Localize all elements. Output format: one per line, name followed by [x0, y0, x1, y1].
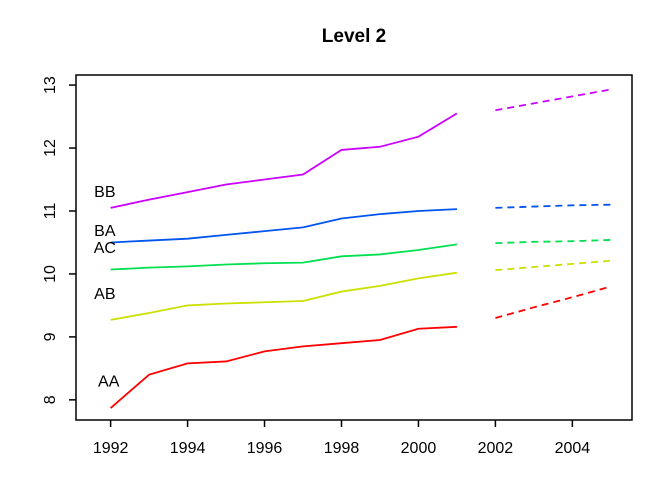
x-tick-label: 1994	[170, 440, 206, 457]
x-tick-label: 1998	[324, 440, 360, 457]
x-tick-label: 2000	[401, 440, 437, 457]
y-tick-label: 11	[42, 203, 59, 220]
series-line-bb	[110, 112, 458, 209]
series-label-ba: BA	[94, 223, 116, 240]
series-forecast-line-ba	[495, 203, 611, 209]
x-tick-label: 2004	[555, 440, 591, 457]
series-line-ac	[110, 243, 458, 271]
series-forecast-line-bb	[495, 88, 611, 112]
y-tick-label: 13	[42, 76, 59, 94]
series-label-ac: AC	[94, 240, 116, 257]
y-tick-label: 8	[42, 395, 59, 404]
series-label-aa: AA	[98, 374, 120, 391]
series-label-bb: BB	[94, 184, 115, 201]
y-tick-label: 10	[42, 265, 59, 283]
x-tick-label: 2002	[478, 440, 514, 457]
y-tick-label: 12	[42, 139, 59, 157]
plot-box	[75, 74, 633, 421]
x-tick-label: 1996	[247, 440, 283, 457]
series-forecast-line-ac	[495, 239, 611, 244]
y-tick-label: 9	[42, 332, 59, 341]
chart-title: Level 2	[321, 26, 387, 47]
x-tick-label: 1992	[93, 440, 129, 457]
series-forecast-line-aa	[495, 285, 612, 319]
series-line-ab	[110, 271, 458, 321]
series-line-aa	[110, 325, 457, 409]
series-line-ba	[110, 208, 457, 244]
series-forecast-line-ab	[495, 259, 611, 272]
series-label-ab: AB	[94, 286, 115, 303]
